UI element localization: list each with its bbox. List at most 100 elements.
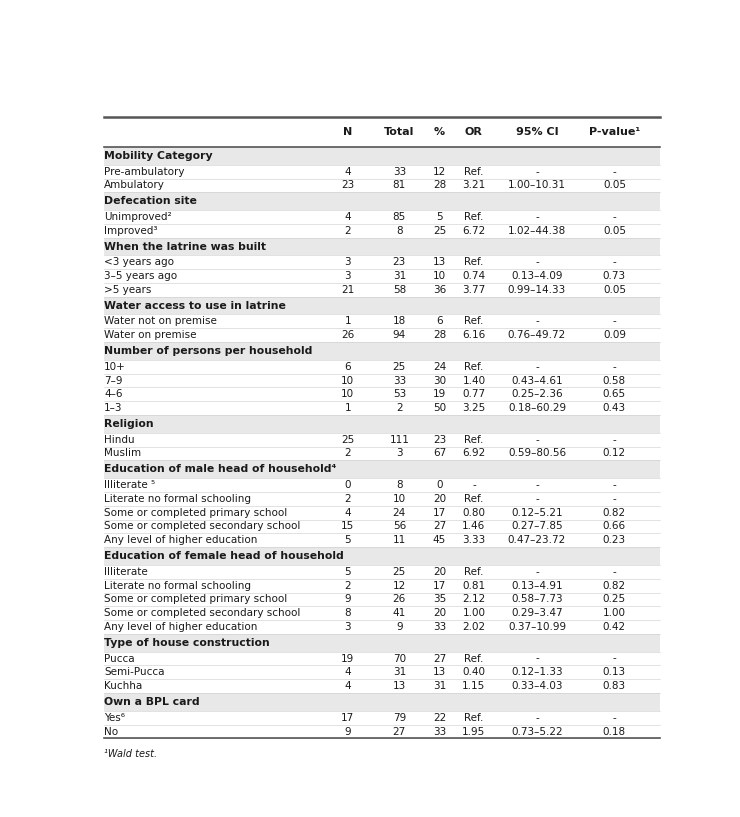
Text: 0.12–1.33: 0.12–1.33 <box>511 667 563 677</box>
Bar <box>104 534 660 547</box>
Text: Water not on premise: Water not on premise <box>104 316 217 326</box>
Text: 23: 23 <box>393 257 406 267</box>
Text: 8: 8 <box>396 225 403 236</box>
Text: Some or completed secondary school: Some or completed secondary school <box>104 521 300 531</box>
Text: 1.02–44.38: 1.02–44.38 <box>508 225 566 236</box>
Text: 0.33–4.03: 0.33–4.03 <box>511 681 562 691</box>
Text: 0.37–10.99: 0.37–10.99 <box>508 622 566 632</box>
Bar <box>104 711 660 725</box>
Text: 12: 12 <box>433 167 446 176</box>
Text: 30: 30 <box>433 376 446 386</box>
Text: 35: 35 <box>433 595 446 605</box>
Text: 0.05: 0.05 <box>603 181 626 190</box>
Text: 0.43: 0.43 <box>603 403 626 413</box>
Text: 19: 19 <box>433 390 446 400</box>
Text: Kuchha: Kuchha <box>104 681 142 691</box>
Text: 0.09: 0.09 <box>603 330 626 340</box>
Text: 27: 27 <box>433 521 446 531</box>
Bar <box>104 620 660 634</box>
Text: P-value¹: P-value¹ <box>589 127 640 137</box>
Text: Education of female head of household: Education of female head of household <box>104 551 343 561</box>
Text: 10+: 10+ <box>104 362 126 372</box>
Text: 81: 81 <box>393 181 406 190</box>
Text: Ref.: Ref. <box>464 654 483 663</box>
Text: 24: 24 <box>393 507 406 518</box>
Text: 28: 28 <box>433 330 446 340</box>
Text: Pucca: Pucca <box>104 654 135 663</box>
Text: -: - <box>535 712 539 723</box>
Text: 2: 2 <box>344 225 351 236</box>
Text: 3: 3 <box>344 271 351 281</box>
Bar <box>104 193 660 210</box>
Text: 0.77: 0.77 <box>462 390 485 400</box>
Text: 0.65: 0.65 <box>603 390 626 400</box>
Text: Total: Total <box>384 127 414 137</box>
Bar <box>104 238 660 256</box>
Text: 5: 5 <box>344 535 351 545</box>
Text: 1: 1 <box>344 403 351 413</box>
Text: 1.40: 1.40 <box>462 376 485 386</box>
Text: 3: 3 <box>344 257 351 267</box>
Text: 70: 70 <box>393 654 406 663</box>
Text: 1: 1 <box>344 316 351 326</box>
Text: 1.95: 1.95 <box>462 726 485 737</box>
Text: 10: 10 <box>341 390 354 400</box>
Text: 0: 0 <box>344 480 351 490</box>
Text: Ref.: Ref. <box>464 212 483 222</box>
Text: -: - <box>535 167 539 176</box>
Text: 1.15: 1.15 <box>462 681 485 691</box>
Text: -: - <box>613 316 616 326</box>
Bar <box>104 342 660 359</box>
Text: -: - <box>613 480 616 490</box>
Text: -: - <box>613 362 616 372</box>
Text: 15: 15 <box>341 521 354 531</box>
Text: 17: 17 <box>433 581 446 591</box>
Text: 13: 13 <box>433 257 446 267</box>
Bar <box>104 666 660 679</box>
Text: Ref.: Ref. <box>464 362 483 372</box>
Text: 0.23: 0.23 <box>603 535 626 545</box>
Text: 58: 58 <box>393 285 406 295</box>
Text: 2: 2 <box>396 403 403 413</box>
Text: 0.59–80.56: 0.59–80.56 <box>508 449 566 458</box>
Text: Water access to use in latrine: Water access to use in latrine <box>104 301 286 310</box>
Text: 26: 26 <box>393 595 406 605</box>
Text: -: - <box>613 654 616 663</box>
Text: 10: 10 <box>433 271 446 281</box>
Text: 22: 22 <box>433 712 446 723</box>
Text: 4: 4 <box>344 167 351 176</box>
Text: 1.46: 1.46 <box>462 521 485 531</box>
Text: Water on premise: Water on premise <box>104 330 197 340</box>
Bar <box>104 634 660 652</box>
Text: 2: 2 <box>344 493 351 504</box>
Text: 20: 20 <box>433 567 446 577</box>
Text: 5: 5 <box>436 212 443 222</box>
Text: -: - <box>535 257 539 267</box>
Text: 0.13: 0.13 <box>603 667 626 677</box>
Text: 0.13–4.09: 0.13–4.09 <box>511 271 562 281</box>
Text: 0.73: 0.73 <box>603 271 626 281</box>
Bar <box>104 147 660 165</box>
Bar <box>104 506 660 520</box>
Text: Ref.: Ref. <box>464 567 483 577</box>
Bar <box>104 606 660 620</box>
Text: 50: 50 <box>433 403 446 413</box>
Bar <box>104 565 660 578</box>
Text: 4: 4 <box>344 667 351 677</box>
Text: 79: 79 <box>393 712 406 723</box>
Text: 26: 26 <box>341 330 354 340</box>
Text: 2.02: 2.02 <box>462 622 485 632</box>
Text: 53: 53 <box>393 390 406 400</box>
Text: -: - <box>535 316 539 326</box>
Text: 3.21: 3.21 <box>462 181 485 190</box>
Text: 33: 33 <box>433 726 446 737</box>
Text: ¹Wald test.: ¹Wald test. <box>104 748 157 758</box>
Text: Illiterate: Illiterate <box>104 567 148 577</box>
Text: 4: 4 <box>344 681 351 691</box>
Text: 33: 33 <box>433 622 446 632</box>
Text: Any level of higher education: Any level of higher education <box>104 535 258 545</box>
Text: -: - <box>613 712 616 723</box>
Text: 8: 8 <box>344 609 351 618</box>
Text: 8: 8 <box>396 480 403 490</box>
Bar <box>104 492 660 506</box>
